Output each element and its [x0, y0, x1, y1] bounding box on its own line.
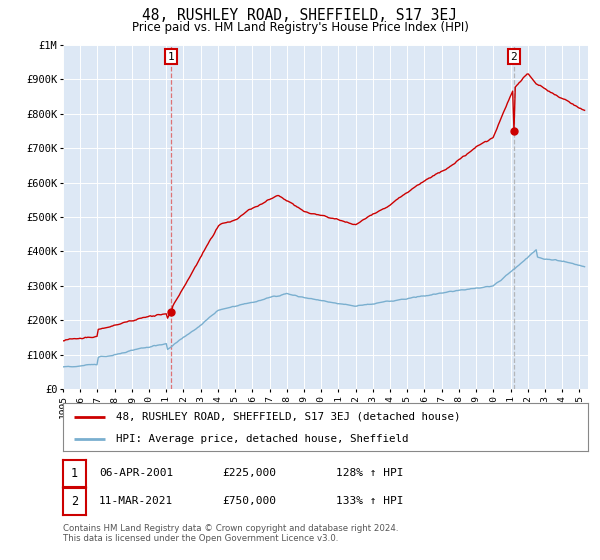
Text: 48, RUSHLEY ROAD, SHEFFIELD, S17 3EJ (detached house): 48, RUSHLEY ROAD, SHEFFIELD, S17 3EJ (de… [115, 412, 460, 422]
Text: HPI: Average price, detached house, Sheffield: HPI: Average price, detached house, Shef… [115, 434, 408, 444]
Text: Price paid vs. HM Land Registry's House Price Index (HPI): Price paid vs. HM Land Registry's House … [131, 21, 469, 34]
Text: 128% ↑ HPI: 128% ↑ HPI [336, 468, 404, 478]
Text: 1: 1 [71, 466, 78, 480]
Text: 133% ↑ HPI: 133% ↑ HPI [336, 496, 404, 506]
Text: 06-APR-2001: 06-APR-2001 [99, 468, 173, 478]
Text: 1: 1 [167, 52, 175, 62]
Text: 2: 2 [71, 494, 78, 508]
Text: 2: 2 [511, 52, 517, 62]
Text: 48, RUSHLEY ROAD, SHEFFIELD, S17 3EJ: 48, RUSHLEY ROAD, SHEFFIELD, S17 3EJ [143, 8, 458, 24]
Text: £750,000: £750,000 [222, 496, 276, 506]
Text: £225,000: £225,000 [222, 468, 276, 478]
Text: Contains HM Land Registry data © Crown copyright and database right 2024.
This d: Contains HM Land Registry data © Crown c… [63, 524, 398, 543]
Text: 11-MAR-2021: 11-MAR-2021 [99, 496, 173, 506]
